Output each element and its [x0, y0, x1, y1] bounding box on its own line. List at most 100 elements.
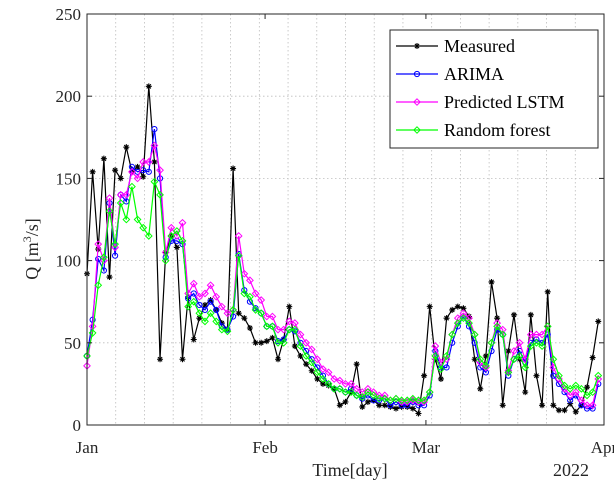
data-point: [178, 236, 187, 245]
data-point: [449, 306, 456, 313]
data-point: [95, 255, 102, 263]
data-point: [296, 342, 305, 350]
data-point: [122, 215, 131, 224]
data-point: [274, 338, 282, 347]
data-point: [252, 305, 259, 312]
legend-item: ARIMA: [396, 64, 504, 84]
data-point: [397, 396, 406, 405]
x-tick-label: Mar: [412, 438, 441, 457]
data-point: [567, 397, 574, 404]
data-point: [510, 355, 518, 364]
data-point: [481, 361, 490, 370]
data-point: [482, 352, 489, 359]
data-point: [274, 325, 282, 334]
data-point: [347, 388, 355, 397]
data-point: [269, 334, 276, 341]
data-point: [252, 339, 259, 346]
data-point: [156, 166, 164, 175]
data-point: [201, 306, 209, 314]
data-point: [584, 384, 591, 391]
data-point: [409, 405, 416, 412]
data-point: [262, 312, 271, 321]
data-point: [106, 274, 113, 281]
data-point: [274, 338, 282, 345]
data-point: [532, 338, 541, 347]
data-point: [240, 289, 249, 298]
data-point: [246, 325, 253, 332]
series-line: [86, 143, 599, 406]
data-point: [443, 364, 450, 371]
data-point: [145, 83, 152, 90]
data-point: [151, 125, 158, 133]
data-point: [387, 402, 394, 409]
data-point: [133, 174, 142, 183]
data-point: [167, 232, 176, 240]
data-point: [128, 167, 136, 176]
data-point: [465, 319, 473, 327]
legend-item: Measured: [396, 36, 515, 56]
data-point: [431, 342, 440, 350]
data-point: [324, 368, 333, 377]
data-point: [549, 355, 558, 364]
x-axis-title: Time[day]: [312, 460, 387, 480]
data-point: [504, 368, 513, 377]
data-point: [459, 309, 468, 318]
data-point: [442, 352, 451, 360]
data-point: [538, 342, 546, 350]
data-point: [179, 356, 186, 363]
data-point: [571, 388, 580, 397]
data-point: [128, 182, 136, 191]
data-point: [291, 343, 298, 350]
data-point: [285, 325, 294, 334]
data-point: [206, 309, 215, 318]
data-point: [335, 376, 344, 385]
data-point: [471, 356, 478, 363]
data-point: [522, 389, 529, 396]
data-point: [275, 356, 282, 363]
data-point: [369, 391, 378, 400]
data-point: [538, 330, 546, 339]
data-point: [268, 322, 277, 331]
data-point: [319, 375, 327, 383]
data-point: [218, 320, 225, 327]
data-point: [431, 352, 440, 360]
data-point: [133, 215, 142, 224]
data-point: [487, 338, 496, 347]
data-point: [223, 327, 232, 336]
data-point: [555, 407, 562, 414]
data-point: [521, 363, 530, 372]
y-tick-label: 200: [56, 87, 82, 106]
data-point: [268, 312, 277, 321]
data-point: [544, 288, 551, 295]
data-point: [515, 338, 524, 347]
data-point: [172, 227, 181, 235]
data-point: [493, 322, 502, 331]
data-point: [454, 303, 461, 310]
data-point: [258, 339, 265, 346]
data-point: [364, 398, 371, 405]
legend-label: Measured: [444, 36, 515, 56]
data-point: [111, 243, 119, 252]
legend-item: Predicted LSTM: [396, 92, 564, 112]
data-point: [364, 388, 372, 397]
data-point: [286, 303, 293, 310]
data-point: [235, 310, 242, 317]
data-point: [437, 375, 444, 382]
data-point: [100, 155, 107, 162]
y-tick-label: 150: [56, 169, 82, 188]
data-point: [403, 396, 412, 405]
data-point: [314, 375, 321, 382]
data-point: [465, 314, 473, 323]
data-point: [99, 256, 108, 265]
data-point: [499, 402, 506, 409]
data-point: [190, 336, 197, 343]
data-point: [347, 379, 355, 388]
data-point: [330, 384, 339, 393]
data-point: [358, 388, 367, 397]
data-point: [112, 167, 119, 174]
data-point: [302, 338, 311, 347]
data-point: [443, 315, 450, 322]
data-point: [234, 251, 243, 260]
data-point: [532, 330, 541, 339]
